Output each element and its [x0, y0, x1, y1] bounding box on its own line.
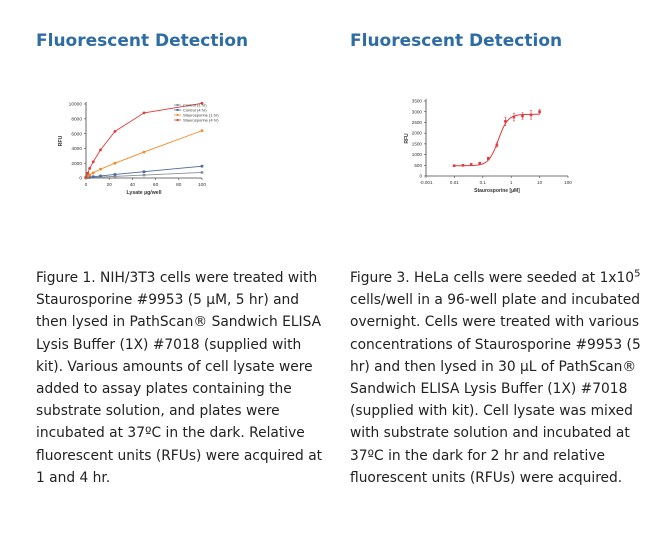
data-point	[99, 148, 102, 152]
y-tick-label: 2500	[412, 120, 423, 125]
legend-label: Staurosporine (4 hr)	[183, 118, 219, 123]
x-tick-label: -0.001	[419, 180, 432, 185]
data-point	[486, 157, 490, 160]
x-tick-label: 0.1	[480, 180, 487, 185]
y-tick-label: 6000	[71, 131, 82, 137]
data-point	[461, 163, 465, 167]
legend-marker	[176, 113, 179, 117]
data-point	[91, 160, 95, 164]
data-point	[88, 173, 92, 177]
data-point	[113, 129, 117, 133]
data-point	[113, 161, 117, 165]
x-tick-label: 20	[107, 182, 113, 188]
y-tick-label: 2000	[71, 161, 82, 167]
caption-part: Figure 3. HeLa cells were seeded at 1x10	[350, 270, 635, 286]
x-tick-label: 80	[176, 182, 182, 188]
y-tick-label: 1000	[412, 152, 423, 157]
y-tick-label: 4000	[71, 146, 82, 152]
data-point	[200, 129, 204, 133]
x-tick-label: 40	[130, 182, 136, 188]
figure-caption: Figure 3. HeLa cells were seeded at 1x10…	[350, 267, 650, 489]
x-tick-label: 0.01	[450, 180, 459, 185]
data-point	[200, 171, 204, 174]
data-point	[91, 171, 95, 175]
data-point	[469, 163, 473, 166]
x-tick-label: 100	[198, 182, 206, 188]
y-tick-label: 0	[79, 176, 82, 182]
data-point	[200, 164, 204, 168]
y-tick-label: 2000	[412, 131, 423, 136]
data-point	[84, 175, 88, 179]
x-axis-title: Lysate µg/well	[126, 190, 162, 196]
data-point	[538, 110, 541, 114]
caption-superscript: 5	[634, 268, 641, 280]
x-tick-label: 100	[564, 180, 572, 185]
figure-1-panel: Fluorescent Detection 0 2000 4000 6000 8000 1…	[36, 31, 323, 486]
y-tick-label: 500	[414, 163, 422, 168]
fit-curve	[454, 113, 540, 167]
caption-part: cells/well in a 96-well plate and incuba…	[350, 292, 641, 486]
legend-label: Staurosporine (1 hr)	[183, 113, 219, 118]
data-point	[452, 164, 456, 168]
legend-marker	[176, 104, 179, 106]
y-tick-label: 10000	[69, 102, 83, 108]
data-point	[142, 111, 146, 115]
data-point	[512, 115, 516, 119]
data-point	[521, 114, 524, 118]
data-point	[495, 143, 499, 147]
figure-3-panel: Fluorescent Detection 0 500 1000 1500 2000 25…	[333, 0, 666, 535]
data-point	[91, 175, 95, 178]
x-axis-title: Staurosporine [µM]	[474, 188, 520, 194]
series-line	[85, 130, 203, 178]
panel-heading: Fluorescent Detection	[36, 31, 249, 51]
legend-marker	[176, 109, 179, 111]
x-tick-label: 10	[537, 180, 543, 185]
x-tick-label: 1	[510, 180, 513, 185]
data-point	[478, 161, 482, 165]
y-tick-label: 3500	[412, 99, 423, 104]
data-point	[88, 175, 91, 179]
y-axis-title: RFU	[404, 133, 410, 144]
data-point	[529, 113, 533, 117]
data-point	[99, 174, 102, 178]
legend-label: Control (1 hr)	[183, 103, 207, 108]
legend-label: Control (4 hr)	[183, 108, 207, 113]
y-axis-title: RFU	[58, 135, 64, 146]
data-point	[142, 173, 146, 177]
chart-lysate-rfu: 0 2000 4000 6000 8000 10000 0 20 40 60 80 100 Lysate…	[58, 101, 219, 196]
data-point	[113, 173, 117, 176]
figure-caption: Figure 1. NIH/3T3 cells were treated wit…	[36, 270, 323, 486]
x-tick-label: 60	[153, 182, 159, 188]
data-point	[142, 170, 146, 174]
x-tick-label: 0	[85, 182, 88, 188]
y-tick-label: 3000	[412, 109, 423, 114]
data-point	[88, 166, 92, 170]
y-tick-label: 0	[419, 174, 422, 179]
data-point	[200, 101, 204, 105]
data-point	[113, 175, 117, 178]
data-point	[142, 150, 146, 154]
data-point	[99, 167, 102, 171]
y-tick-label: 1500	[412, 141, 423, 146]
legend-marker	[176, 118, 179, 122]
y-tick-label: 8000	[71, 117, 82, 123]
panel-heading: Fluorescent Detection	[350, 31, 563, 51]
chart-staurosporine-rfu: 0 500 1000 1500 2000 2500 3000 3500 -0.001 0.01 0.…	[404, 99, 572, 194]
data-point	[86, 171, 90, 175]
data-point	[504, 120, 507, 123]
